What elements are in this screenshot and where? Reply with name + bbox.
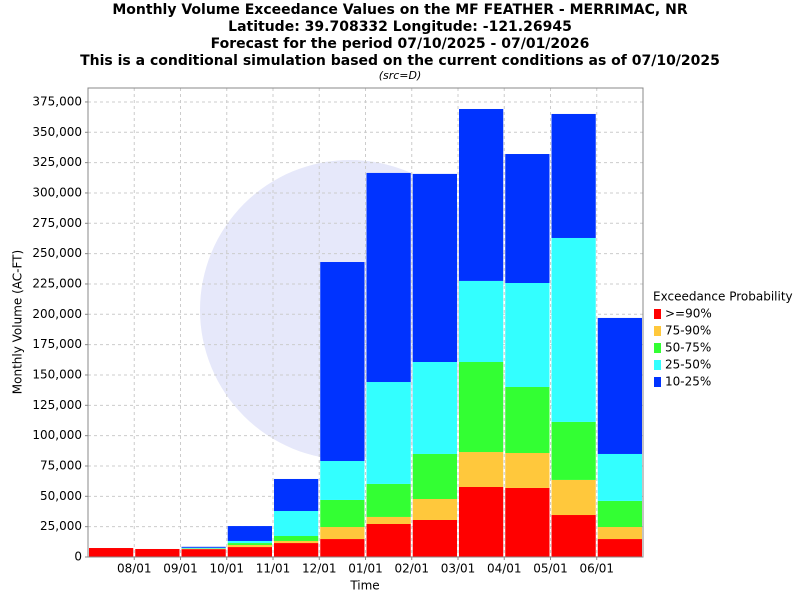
bar-segment bbox=[320, 539, 365, 557]
bar-segment bbox=[320, 461, 365, 500]
bar-segment bbox=[551, 237, 596, 422]
legend-label: 10-25% bbox=[665, 375, 711, 389]
bar-segment bbox=[412, 361, 457, 454]
x-tick-label: 05/01 bbox=[533, 562, 568, 576]
bar-segment bbox=[181, 549, 226, 557]
y-tick-label: 350,000 bbox=[32, 125, 82, 139]
x-tick-label: 03/01 bbox=[441, 562, 476, 576]
legend-swatch bbox=[654, 326, 661, 336]
y-tick-label: 150,000 bbox=[32, 367, 82, 381]
x-tick-label: 01/01 bbox=[348, 562, 383, 576]
legend-label: 75-90% bbox=[665, 324, 711, 338]
chart-title: Monthly Volume Exceedance Values on the … bbox=[112, 2, 687, 18]
bar-segment bbox=[505, 154, 550, 284]
bar-segment bbox=[320, 262, 365, 462]
x-tick-label: 10/01 bbox=[209, 562, 244, 576]
y-tick-label: 75,000 bbox=[40, 458, 82, 472]
bar-segment bbox=[366, 523, 411, 557]
bar-segment bbox=[366, 382, 411, 484]
bar-segment bbox=[227, 526, 272, 541]
y-tick-label: 375,000 bbox=[32, 94, 82, 108]
x-tick-label: 02/01 bbox=[394, 562, 429, 576]
bar-segment bbox=[274, 543, 319, 557]
bar-segment bbox=[227, 543, 272, 545]
y-tick-label: 100,000 bbox=[32, 428, 82, 442]
bar-segment bbox=[366, 172, 411, 383]
chart-title: Latitude: 39.708332 Longitude: -121.2694… bbox=[228, 19, 572, 35]
y-tick-label: 225,000 bbox=[32, 276, 82, 290]
y-tick-label: 50,000 bbox=[40, 489, 82, 503]
bar-segment bbox=[597, 539, 642, 557]
y-tick-label: 250,000 bbox=[32, 246, 82, 260]
chart-title: Forecast for the period 07/10/2025 - 07/… bbox=[211, 36, 590, 52]
bar-segment bbox=[459, 361, 504, 453]
bar-segment bbox=[320, 499, 365, 528]
y-tick-label: 325,000 bbox=[32, 155, 82, 169]
x-tick-label: 06/01 bbox=[579, 562, 614, 576]
bar-segment bbox=[274, 511, 319, 537]
bar-segment bbox=[459, 452, 504, 487]
legend-swatch bbox=[654, 377, 661, 387]
bar-segment bbox=[366, 483, 411, 517]
bar-segment bbox=[412, 498, 457, 520]
x-tick-label: 08/01 bbox=[117, 562, 152, 576]
bar-segment bbox=[551, 479, 596, 516]
bar-segment bbox=[412, 519, 457, 557]
bar-segment bbox=[227, 547, 272, 557]
y-tick-label: 25,000 bbox=[40, 519, 82, 533]
legend-swatch bbox=[654, 343, 661, 353]
y-tick-label: 125,000 bbox=[32, 398, 82, 412]
bar-segment bbox=[597, 527, 642, 540]
bar-segment bbox=[459, 280, 504, 362]
bar-segment bbox=[274, 540, 319, 544]
bar-segment bbox=[89, 548, 134, 557]
y-tick-label: 275,000 bbox=[32, 216, 82, 230]
bar-segment bbox=[459, 486, 504, 557]
y-tick-label: 0 bbox=[74, 550, 82, 564]
legend-title: Exceedance Probability bbox=[653, 290, 793, 304]
x-axis-label: Time bbox=[349, 579, 379, 593]
bar-segment bbox=[181, 547, 226, 549]
y-tick-label: 175,000 bbox=[32, 337, 82, 351]
bar-segment bbox=[366, 516, 411, 524]
plot-border bbox=[87, 87, 644, 558]
bar-segment bbox=[227, 540, 272, 544]
bar-segment bbox=[505, 453, 550, 488]
subtitle: (src=D) bbox=[379, 69, 422, 82]
y-tick-label: 200,000 bbox=[32, 307, 82, 321]
bar-segment bbox=[412, 173, 457, 362]
bar-segment bbox=[597, 453, 642, 501]
x-tick-label: 09/01 bbox=[163, 562, 198, 576]
legend-label: 25-50% bbox=[665, 358, 711, 372]
bar-segment bbox=[412, 453, 457, 499]
bar-segment bbox=[505, 283, 550, 387]
bar-segment bbox=[597, 500, 642, 528]
bar-segment bbox=[135, 548, 180, 557]
bar-segment bbox=[551, 113, 596, 238]
legend-label: 50-75% bbox=[665, 341, 711, 355]
x-tick-label: 12/01 bbox=[302, 562, 337, 576]
bar-segment bbox=[320, 527, 365, 540]
y-axis-label: Monthly Volume (AC-FT) bbox=[11, 250, 25, 394]
bar-segment bbox=[459, 108, 504, 281]
legend-swatch bbox=[654, 309, 661, 319]
legend-label: >=90% bbox=[665, 307, 712, 321]
chart-title: This is a conditional simulation based o… bbox=[80, 53, 720, 69]
x-tick-label: 04/01 bbox=[487, 562, 522, 576]
bar-segment bbox=[597, 317, 642, 454]
bar-segment bbox=[551, 515, 596, 557]
bar-segment bbox=[505, 386, 550, 454]
bar-segment bbox=[505, 487, 550, 557]
bar-segment bbox=[227, 544, 272, 548]
x-tick-label: 11/01 bbox=[256, 562, 291, 576]
bar-segment bbox=[274, 478, 319, 512]
y-tick-label: 300,000 bbox=[32, 185, 82, 199]
bar-segment bbox=[551, 421, 596, 480]
bar-segment bbox=[181, 546, 226, 548]
legend-swatch bbox=[654, 360, 661, 370]
bar-segment bbox=[274, 536, 319, 541]
